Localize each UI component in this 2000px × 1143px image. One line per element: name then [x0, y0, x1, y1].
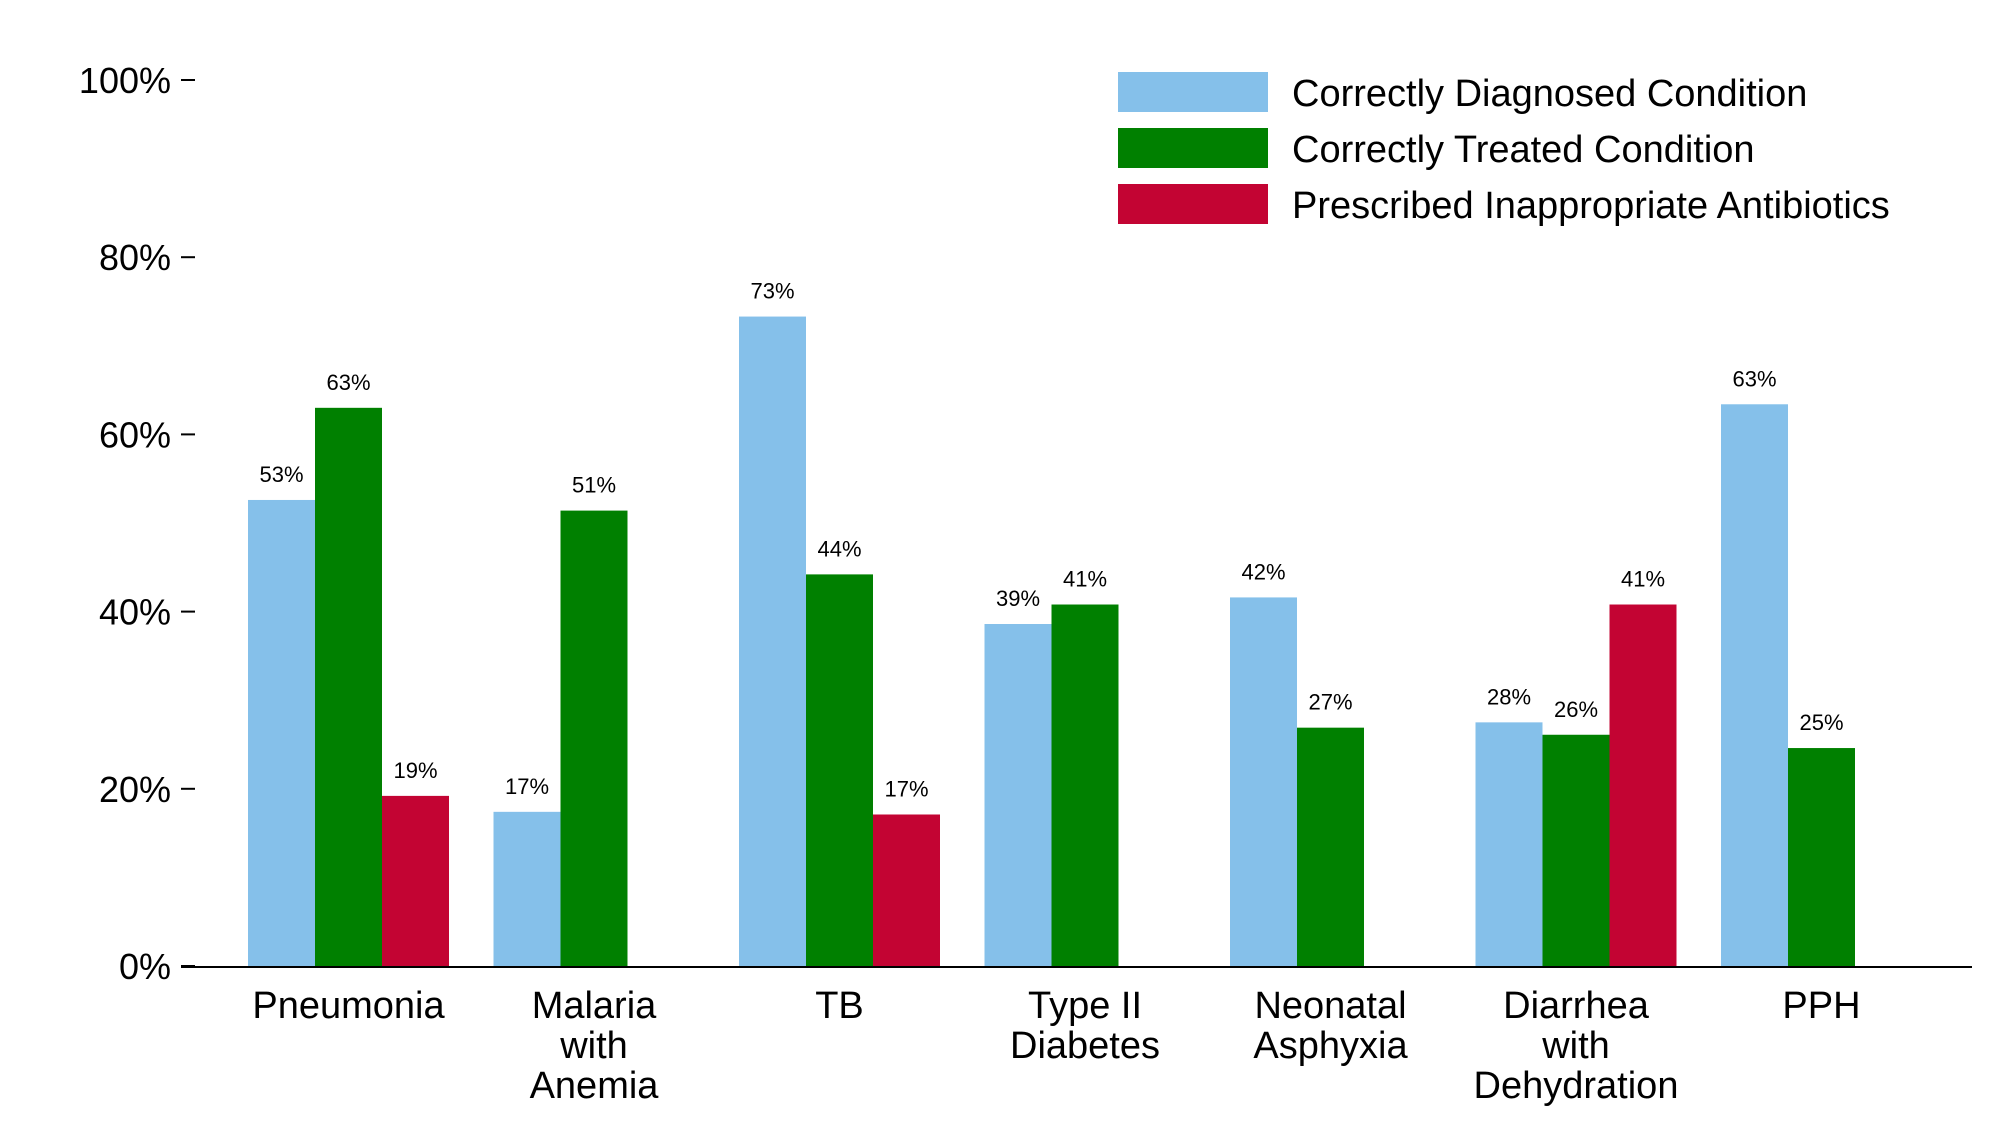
data-label: 42%: [1241, 559, 1285, 584]
legend-label: Prescribed Inappropriate Antibiotics: [1292, 185, 1890, 227]
data-labels: 53% 63% 19% 17% 51% 73% 44% 17% 39% 41% 42% 27% 28% 2…: [259, 279, 1843, 802]
legend-swatch: [1118, 72, 1268, 112]
x-category-label: Dehydration: [1474, 1065, 1679, 1107]
data-label: 17%: [884, 776, 928, 801]
data-label: 27%: [1308, 690, 1352, 715]
x-category-label: Neonatal: [1254, 985, 1406, 1027]
bar: [315, 407, 382, 966]
bar: [493, 811, 561, 966]
y-tick-label: 80%: [99, 237, 171, 278]
data-label: 25%: [1799, 710, 1843, 735]
data-label: 63%: [1732, 366, 1776, 391]
y-tick-label: 60%: [99, 414, 171, 455]
bars: [248, 316, 1855, 966]
bar: [873, 814, 940, 966]
legend: Correctly Diagnosed Condition Correctly T…: [1118, 72, 1890, 227]
data-label: 17%: [505, 774, 549, 799]
legend-label: Correctly Treated Condition: [1292, 129, 1755, 171]
bar: [1609, 604, 1677, 966]
x-category-label: Malaria: [532, 985, 657, 1027]
x-category-label: Anemia: [530, 1065, 660, 1107]
x-category-label: Diarrhea: [1503, 985, 1650, 1027]
data-label: 63%: [326, 370, 370, 395]
x-category-label: with: [1541, 1025, 1610, 1067]
bar: [1721, 404, 1788, 966]
data-label: 19%: [393, 758, 437, 783]
x-category-label: TB: [815, 985, 864, 1027]
x-category-label: Type II: [1028, 985, 1142, 1027]
data-label: 28%: [1487, 684, 1531, 709]
bar: [1542, 734, 1610, 966]
y-axis: 0% 20% 40% 60% 80% 100%: [79, 60, 195, 987]
bar: [1297, 727, 1364, 966]
data-label: 39%: [996, 586, 1040, 611]
bar: [984, 624, 1052, 966]
bar: [560, 510, 628, 966]
bar: [1230, 597, 1297, 966]
bar: [806, 574, 873, 966]
data-label: 41%: [1621, 567, 1665, 592]
x-category-label: Asphyxia: [1253, 1025, 1408, 1067]
legend-label: Correctly Diagnosed Condition: [1292, 73, 1807, 115]
bar: [1475, 722, 1543, 966]
data-label: 51%: [572, 473, 616, 498]
bar: [382, 795, 449, 966]
x-category-label: with: [559, 1025, 628, 1067]
data-label: 41%: [1063, 567, 1107, 592]
data-label: 44%: [817, 536, 861, 561]
y-tick-label: 40%: [99, 592, 171, 633]
legend-swatch: [1118, 128, 1268, 168]
y-tick-label: 20%: [99, 769, 171, 810]
x-category-label: Diabetes: [1010, 1025, 1160, 1067]
bar: [739, 316, 806, 966]
data-label: 26%: [1554, 697, 1598, 722]
legend-swatch: [1118, 184, 1268, 224]
data-label: 73%: [750, 279, 794, 304]
bar: [1051, 604, 1119, 966]
data-label: 53%: [259, 462, 303, 487]
bar: [1788, 748, 1855, 966]
x-category-label: Pneumonia: [252, 985, 445, 1027]
bar: [248, 499, 315, 966]
y-tick-label: 100%: [79, 60, 171, 101]
x-category-label: PPH: [1782, 985, 1860, 1027]
y-tick-label: 0%: [119, 946, 171, 987]
